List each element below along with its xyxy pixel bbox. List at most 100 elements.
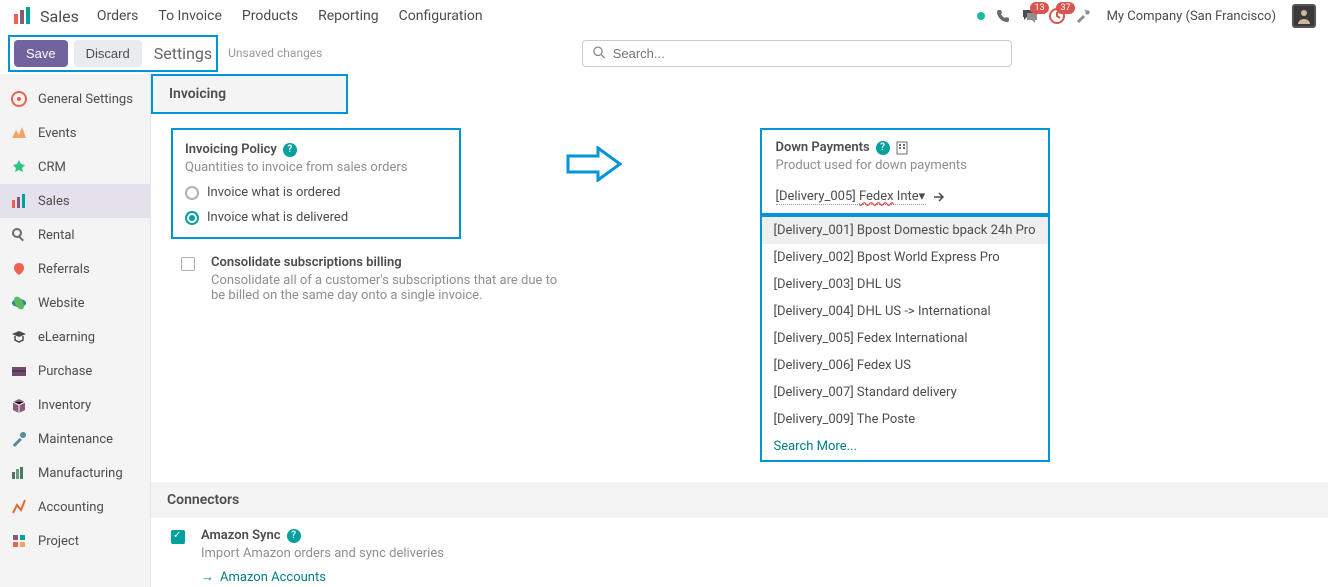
elearning-icon — [10, 328, 28, 346]
amazon-label: Amazon Sync ? — [201, 528, 444, 543]
invoicing-policy-label: Invoicing Policy ? — [185, 142, 447, 157]
sidebar-item-elearning[interactable]: eLearning — [0, 320, 150, 354]
messages-badge: 13 — [1030, 2, 1048, 14]
avatar[interactable] — [1292, 4, 1316, 28]
sidebar-item-inventory[interactable]: Inventory — [0, 388, 150, 422]
arrow-callout-icon — [566, 146, 622, 182]
app-icon — [12, 6, 32, 26]
sidebar-item-maintenance[interactable]: Maintenance — [0, 422, 150, 456]
sidebar-item-label: Project — [38, 534, 79, 549]
help-icon[interactable]: ? — [283, 143, 297, 157]
maintenance-icon — [10, 430, 28, 448]
discard-button[interactable]: Discard — [74, 40, 142, 67]
sidebar-item-label: Rental — [38, 228, 75, 243]
down-payments-label: Down Payments ? — [776, 140, 1034, 155]
sidebar-item-label: Purchase — [38, 364, 92, 379]
invoicing-policy-highlight: Invoicing Policy ? Quantities to invoice… — [171, 128, 461, 239]
phone-icon[interactable] — [995, 8, 1011, 24]
help-icon[interactable]: ? — [876, 141, 890, 155]
sidebar-item-website[interactable]: Website — [0, 286, 150, 320]
inventory-icon — [10, 396, 28, 414]
sidebar-item-label: Maintenance — [38, 432, 113, 447]
content: Invoicing Invoicing Policy ? Quantities … — [150, 74, 1328, 587]
radio-invoice-ordered[interactable]: Invoice what is ordered — [185, 185, 447, 200]
sidebar-item-rental[interactable]: Rental — [0, 218, 150, 252]
sidebar-item-general-settings[interactable]: General Settings — [0, 82, 150, 116]
amazon-checkbox[interactable] — [171, 530, 185, 544]
help-icon[interactable]: ? — [287, 529, 301, 543]
menu-configuration[interactable]: Configuration — [399, 8, 483, 24]
sidebar-item-manufacturing[interactable]: Manufacturing — [0, 456, 150, 490]
activities-icon[interactable]: 37 — [1049, 8, 1065, 24]
invoicing-policy-label-text: Invoicing Policy — [185, 142, 277, 157]
dropdown-item[interactable]: [Delivery_006] Fedex US — [762, 352, 1048, 379]
tools-icon[interactable] — [1075, 8, 1091, 24]
radio-invoice-delivered[interactable]: Invoice what is delivered — [185, 210, 447, 225]
sidebar-item-label: Website — [38, 296, 85, 311]
dropdown-search-more[interactable]: Search More... — [762, 433, 1048, 460]
consolidate-label: Consolidate subscriptions billing — [211, 255, 561, 270]
app-name[interactable]: Sales — [40, 7, 79, 26]
sidebar-item-label: eLearning — [38, 330, 95, 345]
amazon-label-text: Amazon Sync — [201, 528, 281, 543]
sidebar-item-project[interactable]: Project — [0, 524, 150, 558]
sidebar-item-label: Accounting — [38, 500, 104, 515]
accounting-icon — [10, 498, 28, 516]
dropdown-item[interactable]: [Delivery_009] The Poste — [762, 406, 1048, 433]
sidebar-item-label: Inventory — [38, 398, 91, 413]
company-name[interactable]: My Company (San Francisco) — [1107, 9, 1276, 24]
sidebar-item-sales[interactable]: Sales — [0, 184, 150, 218]
dropdown-item[interactable]: [Delivery_002] Bpost World Express Pro — [762, 244, 1048, 271]
general-settings-icon — [10, 90, 28, 108]
amazon-accounts-link[interactable]: →Amazon Accounts — [201, 569, 326, 585]
sidebar-item-label: Sales — [38, 194, 70, 209]
caret-icon: ▾ — [919, 189, 926, 204]
amazon-row: Amazon Sync ? Import Amazon orders and s… — [171, 528, 720, 585]
manufacturing-icon — [10, 464, 28, 482]
invoicing-policy-desc: Quantities to invoice from sales orders — [185, 160, 447, 175]
sales-icon — [10, 192, 28, 210]
sidebar-item-label: Events — [38, 126, 76, 141]
consolidate-checkbox[interactable] — [181, 257, 195, 271]
dropdown-item[interactable]: [Delivery_005] Fedex International — [762, 325, 1048, 352]
menu-reporting[interactable]: Reporting — [318, 8, 379, 24]
down-payments-label-text: Down Payments — [776, 140, 870, 155]
topbar-right: 13 37 My Company (San Francisco) — [977, 4, 1316, 28]
sidebar-item-crm[interactable]: CRM — [0, 150, 150, 184]
sidebar[interactable]: General Settings Events CRM Sales Rental Refe… — [0, 74, 150, 587]
menu-to-invoice[interactable]: To Invoice — [158, 8, 222, 24]
sidebar-item-referrals[interactable]: Referrals — [0, 252, 150, 286]
save-button[interactable]: Save — [14, 40, 68, 67]
search-box[interactable] — [582, 40, 1012, 67]
topbar: Sales Orders To Invoice Products Reporti… — [0, 0, 1328, 32]
amazon-link-text: Amazon Accounts — [220, 570, 326, 585]
dropdown-item[interactable]: [Delivery_001] Bpost Domestic bpack 24h … — [762, 217, 1048, 244]
referrals-icon — [10, 260, 28, 278]
action-highlight: Save Discard Settings — [8, 35, 218, 72]
menu-products[interactable]: Products — [242, 8, 298, 24]
search-input[interactable] — [613, 46, 1002, 61]
dropdown-item[interactable]: [Delivery_003] DHL US — [762, 271, 1048, 298]
radio-label-ordered: Invoice what is ordered — [207, 185, 340, 200]
messages-icon[interactable]: 13 — [1021, 8, 1039, 24]
menu-orders[interactable]: Orders — [97, 8, 139, 24]
top-menu: Orders To Invoice Products Reporting Con… — [97, 8, 483, 24]
sidebar-item-label: CRM — [38, 160, 66, 175]
external-link-icon[interactable] — [932, 190, 946, 204]
sidebar-item-purchase[interactable]: Purchase — [0, 354, 150, 388]
project-icon — [10, 532, 28, 550]
sidebar-item-events[interactable]: Events — [0, 116, 150, 150]
radio-label-delivered: Invoice what is delivered — [207, 210, 348, 225]
sidebar-item-label: Manufacturing — [38, 466, 123, 481]
sidebar-item-accounting[interactable]: Accounting — [0, 490, 150, 524]
down-payments-highlight: Down Payments ? Product used for down pa… — [760, 128, 1050, 215]
section-invoicing-body: Invoicing Policy ? Quantities to invoice… — [151, 114, 1328, 482]
sidebar-item-label: Referrals — [38, 262, 90, 277]
down-payments-input[interactable]: [Delivery_005] Fedex Inte▾ — [776, 189, 926, 205]
dropdown-item[interactable]: [Delivery_004] DHL US -> International — [762, 298, 1048, 325]
website-icon — [10, 294, 28, 312]
status-dot-icon — [977, 12, 985, 20]
dropdown-item[interactable]: [Delivery_007] Standard delivery — [762, 379, 1048, 406]
actionbar: Save Discard Settings Unsaved changes — [0, 32, 1328, 74]
events-icon — [10, 124, 28, 142]
